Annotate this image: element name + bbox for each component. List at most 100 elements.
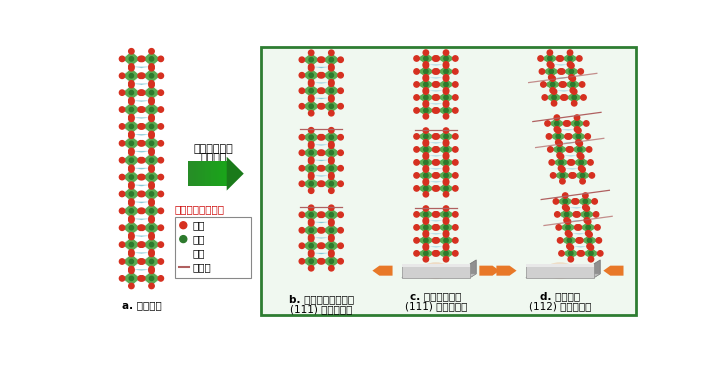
Circle shape [577,153,582,158]
Circle shape [129,259,133,264]
Polygon shape [426,142,430,144]
Circle shape [149,175,153,179]
Circle shape [149,141,153,145]
Circle shape [443,244,449,249]
Circle shape [423,166,429,171]
Circle shape [563,199,567,204]
Circle shape [423,245,429,250]
Circle shape [580,173,585,177]
Circle shape [578,69,584,74]
Polygon shape [557,129,577,131]
Circle shape [444,108,448,113]
Circle shape [584,218,589,223]
Circle shape [129,82,134,88]
Circle shape [149,114,154,120]
Circle shape [329,142,334,147]
Circle shape [414,251,420,256]
Circle shape [432,173,438,178]
Polygon shape [417,66,435,77]
Circle shape [320,73,324,78]
Polygon shape [131,151,136,153]
Circle shape [432,225,438,230]
Polygon shape [565,207,585,208]
Circle shape [119,191,125,197]
Polygon shape [543,79,562,90]
Circle shape [432,108,438,113]
Circle shape [149,124,153,128]
Circle shape [561,95,566,100]
Circle shape [329,64,334,69]
Circle shape [129,283,134,289]
Polygon shape [302,53,320,67]
Circle shape [149,216,154,221]
Polygon shape [131,151,151,153]
Polygon shape [131,134,136,136]
Polygon shape [442,77,446,79]
Circle shape [299,166,305,171]
Circle shape [329,213,334,217]
Circle shape [444,251,448,256]
Circle shape [139,158,145,163]
Circle shape [308,64,314,69]
Polygon shape [557,129,562,131]
Text: 窒化反応: 窒化反応 [200,153,226,163]
FancyArrow shape [373,266,393,276]
FancyArrow shape [496,266,517,276]
Circle shape [555,121,559,125]
Circle shape [424,82,428,87]
Bar [213,161,215,186]
Polygon shape [437,144,455,155]
Circle shape [444,56,448,61]
Polygon shape [417,235,435,246]
Circle shape [452,173,458,178]
Circle shape [119,158,125,163]
Circle shape [158,73,163,79]
Circle shape [564,218,569,223]
Polygon shape [576,155,581,156]
Circle shape [434,173,439,178]
Polygon shape [142,237,161,252]
Circle shape [149,73,153,78]
Polygon shape [327,237,332,239]
Circle shape [138,225,143,230]
Polygon shape [131,117,136,119]
Circle shape [119,242,125,247]
Circle shape [452,225,458,230]
Polygon shape [122,203,141,218]
Circle shape [443,87,449,93]
Circle shape [149,217,154,223]
Circle shape [572,199,577,204]
Circle shape [338,181,344,186]
Circle shape [318,57,323,62]
Circle shape [129,249,134,255]
Polygon shape [122,169,141,184]
Polygon shape [573,129,579,131]
Circle shape [308,188,314,193]
Circle shape [567,62,573,67]
Circle shape [558,56,564,61]
Circle shape [423,89,429,94]
Circle shape [129,201,134,206]
Circle shape [589,245,594,250]
Circle shape [138,242,143,247]
Circle shape [308,157,314,162]
Circle shape [414,95,420,100]
Circle shape [299,181,305,186]
Polygon shape [311,253,316,254]
Circle shape [129,234,134,240]
Circle shape [149,182,154,187]
Bar [223,161,225,186]
Circle shape [443,245,449,250]
Bar [197,161,200,186]
Circle shape [423,139,429,145]
Circle shape [119,276,125,281]
Circle shape [562,193,568,198]
Circle shape [569,69,574,74]
Polygon shape [426,103,430,104]
Bar [194,161,196,186]
Polygon shape [551,77,557,79]
Circle shape [549,69,553,74]
Circle shape [139,208,145,214]
Circle shape [586,225,590,230]
FancyBboxPatch shape [175,217,251,278]
